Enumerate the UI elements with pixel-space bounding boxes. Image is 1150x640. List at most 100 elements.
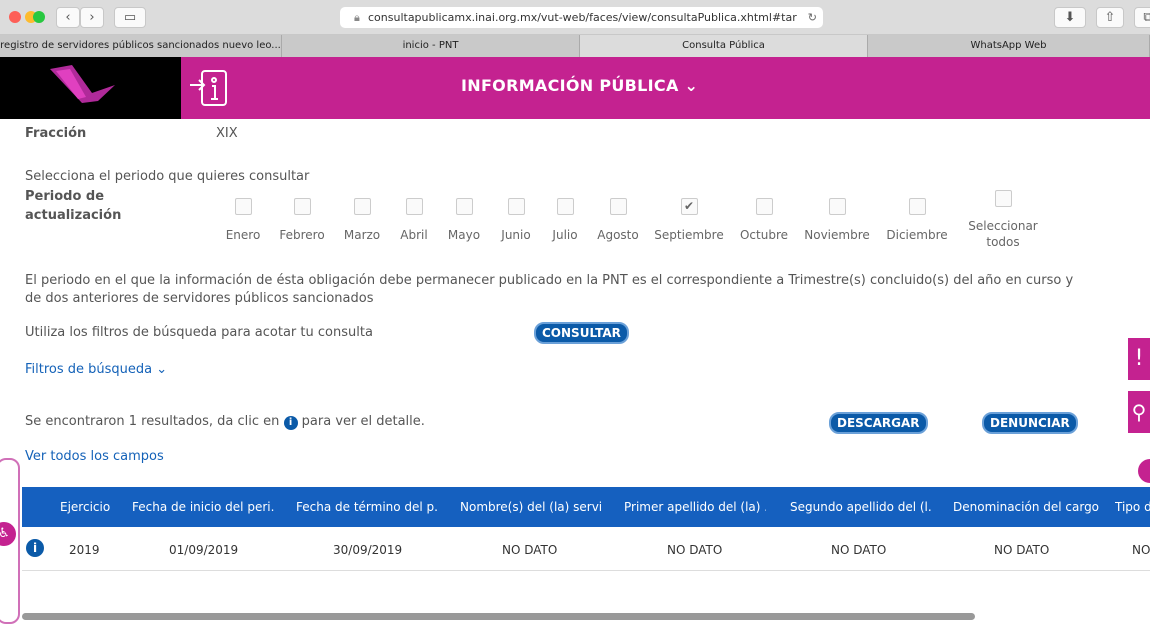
cell-nombre: NO DATO [502,543,558,557]
month-label: Octubre [739,228,789,242]
month-label: Septiembre [654,228,724,242]
month-checkbox[interactable] [455,198,473,215]
close-window-button[interactable] [9,11,21,23]
month-enero[interactable]: Enero [203,198,283,242]
periodo-prompt: Selecciona el periodo que quieres consul… [25,169,310,184]
month-label: Febrero [279,228,325,242]
browser-tab[interactable]: WhatsApp Web [868,35,1150,57]
horizontal-scrollbar[interactable] [22,613,975,620]
cell-fecha-termino: 30/09/2019 [333,543,403,557]
browser-tab-active[interactable]: Consulta Pública [580,35,868,57]
url-bar[interactable]: 🔒︎ consultapublicamx.inai.org.mx/vut-web/… [340,7,823,28]
pnt-logo[interactable] [0,57,181,119]
col-fecha-inicio[interactable]: Fecha de inicio del peri... [132,500,274,514]
menu-title: INFORMACIÓN PÚBLICA [461,76,679,95]
select-all-checkbox[interactable] [994,190,1012,207]
col-tipo[interactable]: Tipo d [1115,500,1150,514]
month-label: Marzo [343,228,381,242]
month-label: Abril [400,228,428,242]
select-all[interactable]: Seleccionar todos [966,190,1040,250]
share-icon[interactable]: ⇧ [1096,7,1124,28]
month-label: Julio [552,228,578,242]
col-segundo-apellido[interactable]: Segundo apellido del (l... [790,500,932,514]
month-marzo[interactable]: Marzo [322,198,402,242]
back-button[interactable]: ‹ [56,7,80,28]
alert-icon[interactable]: ! [1128,338,1150,380]
tabs-overview-icon[interactable]: ⧉ [1134,7,1150,28]
site-header: INFORMACIÓN PÚBLICA ⌄ [0,57,1150,119]
reload-icon[interactable]: ↻ [807,11,817,24]
consultar-button[interactable]: CONSULTAR [534,322,629,344]
periodo-label: Periodo de actualización [25,189,122,223]
chevron-down-icon: ⌄ [156,362,168,377]
month-agosto[interactable]: Agosto [578,198,658,242]
month-label: Enero [225,228,261,242]
lock-icon: 🔒︎ [354,11,360,24]
denunciar-button[interactable]: DENUNCIAR [982,412,1078,434]
url-text: consultapublicamx.inai.org.mx/vut-web/fa… [368,11,797,24]
ver-todos-link[interactable]: Ver todos los campos [25,449,164,464]
descargar-button[interactable]: DESCARGAR [829,412,928,434]
col-nombre[interactable]: Nombre(s) del (la) servi... [460,500,602,514]
filters-hint: Utiliza los filtros de búsqueda para aco… [25,325,373,340]
info-icon: i [283,416,298,430]
filtros-label: Filtros de búsqueda [25,362,153,377]
periodo-note: El periodo en el que la información de é… [25,273,1074,306]
info-publica-menu[interactable]: INFORMACIÓN PÚBLICA ⌄ [461,76,698,95]
cell-fecha-inicio: 01/09/2019 [169,543,239,557]
cell-primer-apellido: NO DATO [667,543,723,557]
browser-tab[interactable]: registro de servidores públicos sanciona… [0,35,282,57]
zoom-window-button[interactable] [33,11,45,23]
scroll-top-icon[interactable] [1138,459,1150,483]
col-ejercicio[interactable]: Ejercicio [60,500,111,514]
month-checkbox[interactable] [556,198,574,215]
month-julio[interactable]: Julio [525,198,605,242]
month-noviembre[interactable]: Noviembre [797,198,877,242]
accessibility-panel[interactable]: ♿︎ [0,458,20,624]
results-text-after: para ver el detalle. [301,414,425,429]
browser-tab[interactable]: inicio - PNT [282,35,580,57]
col-fecha-termino[interactable]: Fecha de término del p... [296,500,438,514]
month-junio[interactable]: Junio [476,198,556,242]
accessibility-icon[interactable]: ♿︎ [0,522,16,546]
search-key-icon[interactable]: ⚲ [1128,391,1150,433]
month-checkbox[interactable] [293,198,311,215]
select-all-label: Seleccionar todos [968,219,1038,249]
month-checkbox[interactable]: ✔ [680,198,698,215]
detail-info-icon[interactable]: i [26,539,44,557]
browser-tabs: registro de servidores públicos sanciona… [0,35,1150,57]
login-info-icon[interactable] [188,67,232,111]
month-septiembre[interactable]: ✔ Septiembre [649,198,729,242]
month-checkbox[interactable] [828,198,846,215]
chevron-down-icon: ⌄ [684,76,699,95]
month-checkbox[interactable] [234,198,252,215]
fraccion-label: Fracción [25,126,87,141]
month-checkbox[interactable] [507,198,525,215]
cell-tipo: NO [1132,543,1150,557]
table-row: i 2019 01/09/2019 30/09/2019 NO DATO NO … [22,527,1150,571]
month-checkbox[interactable] [755,198,773,215]
results-table-header: Ejercicio Fecha de inicio del peri... Fe… [22,487,1150,527]
month-checkbox[interactable] [405,198,423,215]
month-febrero[interactable]: Febrero [262,198,342,242]
month-label: Agosto [597,228,639,242]
month-checkbox[interactable] [353,198,371,215]
results-summary: Se encontraron 1 resultados, da clic en … [25,414,425,430]
month-octubre[interactable]: Octubre [724,198,804,242]
downloads-icon[interactable]: ⬇ [1054,7,1086,28]
filtros-toggle[interactable]: Filtros de búsqueda ⌄ [25,362,167,377]
sidebar-toggle-icon[interactable]: ▭ [114,7,146,28]
month-checkbox[interactable] [908,198,926,215]
month-label: Diciembre [886,228,948,242]
month-abril[interactable]: Abril [374,198,454,242]
month-checkbox[interactable] [609,198,627,215]
forward-button[interactable]: › [80,7,104,28]
col-cargo[interactable]: Denominación del cargo [953,500,1100,514]
col-primer-apellido[interactable]: Primer apellido del (la) ... [624,500,766,514]
browser-toolbar: ‹ › ▭ 🔒︎ consultapublicamx.inai.org.mx/vu… [0,0,1150,35]
month-label: Noviembre [804,228,870,242]
month-mayo[interactable]: Mayo [424,198,504,242]
cell-cargo: NO DATO [994,543,1050,557]
fraccion-value: XIX [216,126,238,141]
month-diciembre[interactable]: Diciembre [877,198,957,242]
